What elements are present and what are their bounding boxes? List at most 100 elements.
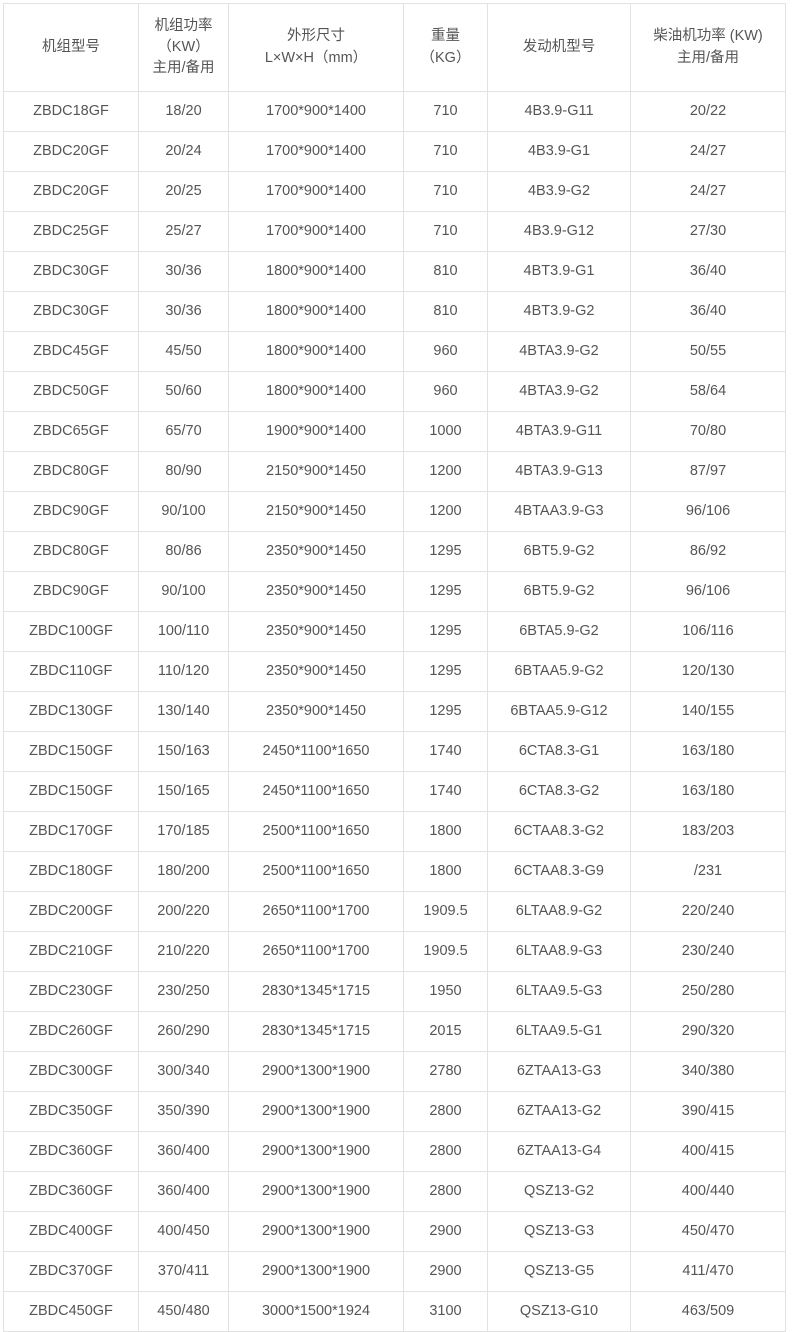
cell-dimensions: 2830*1345*1715 [228, 971, 404, 1012]
cell-engine_power: 96/106 [630, 571, 786, 612]
cell-dimensions: 1800*900*1400 [228, 371, 404, 412]
cell-engine_power: 400/440 [630, 1171, 786, 1212]
cell-weight: 710 [403, 131, 488, 172]
column-header-line: 柴油机功率 (KW) [653, 28, 763, 45]
cell-weight: 1295 [403, 651, 488, 692]
table-row: ZBDC90GF 90/100 2150*900*1450 1200 4BTAA3.9-… [3, 491, 786, 532]
cell-weight: 2900 [403, 1251, 488, 1292]
cell-dimensions: 2500*1100*1650 [228, 851, 404, 892]
cell-model: ZBDC360GF [3, 1131, 139, 1172]
cell-dimensions: 2500*1100*1650 [228, 811, 404, 852]
cell-engine_model: 6ZTAA13-G3 [487, 1051, 631, 1092]
table-row: ZBDC200GF 200/220 2650*1100*1700 1909.5 6LTA… [3, 891, 786, 932]
cell-genset_power: 370/411 [138, 1251, 229, 1292]
cell-weight: 3100 [403, 1291, 488, 1332]
table-row: ZBDC230GF 230/250 2830*1345*1715 1950 6LTAA9… [3, 971, 786, 1012]
cell-engine_power: 24/27 [630, 171, 786, 212]
cell-engine_power: 140/155 [630, 691, 786, 732]
cell-engine_power: 106/116 [630, 611, 786, 652]
cell-dimensions: 2350*900*1450 [228, 691, 404, 732]
cell-genset_power: 150/165 [138, 771, 229, 812]
cell-dimensions: 2650*1100*1700 [228, 931, 404, 972]
cell-engine_power: 20/22 [630, 91, 786, 132]
cell-weight: 1909.5 [403, 931, 488, 972]
cell-model: ZBDC260GF [3, 1011, 139, 1052]
cell-genset_power: 130/140 [138, 691, 229, 732]
cell-genset_power: 260/290 [138, 1011, 229, 1052]
cell-model: ZBDC90GF [3, 571, 139, 612]
table-header: 机组型号 机组功率 （KW） 主用/备用 外形尺寸 L×W×H（mm） 重量 （KG） 发动机型… [3, 3, 786, 92]
cell-model: ZBDC45GF [3, 331, 139, 372]
cell-engine_model: QSZ13-G2 [487, 1171, 631, 1212]
cell-dimensions: 2900*1300*1900 [228, 1171, 404, 1212]
cell-engine_model: 4BT3.9-G2 [487, 291, 631, 332]
cell-model: ZBDC150GF [3, 731, 139, 772]
cell-dimensions: 2900*1300*1900 [228, 1251, 404, 1292]
cell-weight: 1909.5 [403, 891, 488, 932]
column-header-line: 重量 [431, 28, 460, 45]
cell-engine_model: 6LTAA8.9-G3 [487, 931, 631, 972]
column-header-engine_model: 发动机型号 [487, 3, 631, 92]
cell-model: ZBDC170GF [3, 811, 139, 852]
cell-weight: 1200 [403, 491, 488, 532]
cell-engine_power: 183/203 [630, 811, 786, 852]
table-row: ZBDC150GF 150/163 2450*1100*1650 1740 6CTA8.… [3, 731, 786, 772]
cell-genset_power: 200/220 [138, 891, 229, 932]
column-header-engine_power: 柴油机功率 (KW) 主用/备用 [630, 3, 786, 92]
cell-genset_power: 18/20 [138, 91, 229, 132]
table-row: ZBDC360GF 360/400 2900*1300*1900 2800 QSZ13-… [3, 1171, 786, 1212]
cell-dimensions: 1800*900*1400 [228, 251, 404, 292]
cell-model: ZBDC300GF [3, 1051, 139, 1092]
cell-dimensions: 2350*900*1450 [228, 571, 404, 612]
cell-weight: 810 [403, 291, 488, 332]
cell-engine_model: 4B3.9-G11 [487, 91, 631, 132]
cell-dimensions: 2350*900*1450 [228, 531, 404, 572]
cell-engine_model: 4B3.9-G12 [487, 211, 631, 252]
cell-weight: 2015 [403, 1011, 488, 1052]
cell-weight: 1295 [403, 531, 488, 572]
cell-engine_model: 4BTA3.9-G13 [487, 451, 631, 492]
cell-engine_model: 6BT5.9-G2 [487, 531, 631, 572]
cell-engine_model: 4BTA3.9-G11 [487, 411, 631, 452]
cell-dimensions: 1700*900*1400 [228, 211, 404, 252]
table-row: ZBDC170GF 170/185 2500*1100*1650 1800 6CTAA8… [3, 811, 786, 852]
cell-dimensions: 2150*900*1450 [228, 451, 404, 492]
column-header-line: 机组型号 [42, 38, 100, 55]
cell-genset_power: 170/185 [138, 811, 229, 852]
cell-engine_model: 6ZTAA13-G2 [487, 1091, 631, 1132]
cell-engine_model: 6BT5.9-G2 [487, 571, 631, 612]
table-row: ZBDC30GF 30/36 1800*900*1400 810 4BT3.9-G2 36… [3, 291, 786, 332]
cell-weight: 810 [403, 251, 488, 292]
cell-engine_power: 411/470 [630, 1251, 786, 1292]
cell-engine_model: QSZ13-G10 [487, 1291, 631, 1332]
cell-dimensions: 2900*1300*1900 [228, 1131, 404, 1172]
cell-weight: 710 [403, 91, 488, 132]
table-row: ZBDC300GF 300/340 2900*1300*1900 2780 6ZTAA1… [3, 1051, 786, 1092]
cell-genset_power: 400/450 [138, 1211, 229, 1252]
cell-dimensions: 2450*1100*1650 [228, 771, 404, 812]
table-row: ZBDC20GF 20/24 1700*900*1400 710 4B3.9-G1 24/… [3, 131, 786, 172]
cell-model: ZBDC200GF [3, 891, 139, 932]
cell-weight: 2780 [403, 1051, 488, 1092]
cell-engine_power: /231 [630, 851, 786, 892]
cell-engine_power: 87/97 [630, 451, 786, 492]
cell-dimensions: 2350*900*1450 [228, 651, 404, 692]
cell-weight: 2800 [403, 1091, 488, 1132]
table-row: ZBDC18GF 18/20 1700*900*1400 710 4B3.9-G11 20… [3, 91, 786, 132]
cell-engine_model: QSZ13-G5 [487, 1251, 631, 1292]
cell-model: ZBDC450GF [3, 1291, 139, 1332]
cell-engine_power: 36/40 [630, 251, 786, 292]
cell-engine_power: 86/92 [630, 531, 786, 572]
column-header-line: （KW） [157, 38, 210, 55]
table-row: ZBDC20GF 20/25 1700*900*1400 710 4B3.9-G2 24/… [3, 171, 786, 212]
table-row: ZBDC90GF 90/100 2350*900*1450 1295 6BT5.9-G2… [3, 571, 786, 612]
cell-weight: 1295 [403, 611, 488, 652]
cell-genset_power: 360/400 [138, 1131, 229, 1172]
cell-dimensions: 1700*900*1400 [228, 91, 404, 132]
cell-engine_power: 230/240 [630, 931, 786, 972]
cell-engine_power: 70/80 [630, 411, 786, 452]
table-row: ZBDC350GF 350/390 2900*1300*1900 2800 6ZTAA1… [3, 1091, 786, 1132]
cell-engine_power: 163/180 [630, 771, 786, 812]
cell-model: ZBDC210GF [3, 931, 139, 972]
cell-dimensions: 1700*900*1400 [228, 171, 404, 212]
